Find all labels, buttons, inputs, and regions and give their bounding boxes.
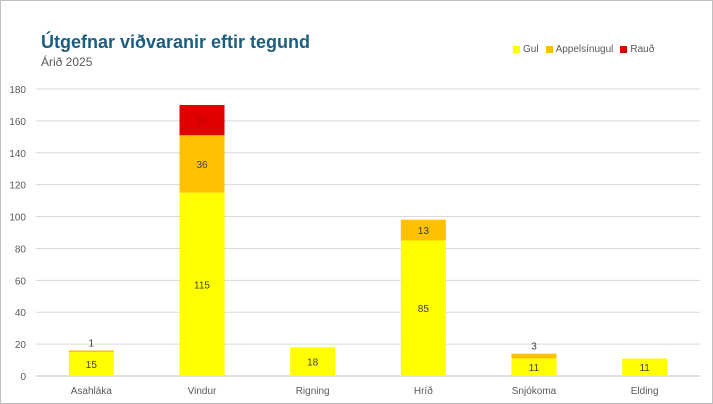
y-tick-label: 180	[9, 85, 26, 96]
bar-rauð	[179, 104, 225, 136]
x-tick-label: Rigning	[296, 386, 330, 397]
data-label: 15	[86, 360, 98, 371]
legend-item: Rauð	[620, 44, 654, 55]
x-tick-label: Vindur	[188, 386, 217, 397]
bar-appelsínugul	[68, 350, 114, 353]
y-tick-label: 160	[9, 117, 26, 128]
y-tick-label: 20	[15, 340, 27, 351]
data-label: 3	[531, 342, 537, 353]
data-label: 1	[89, 338, 95, 349]
data-label: 11	[639, 363, 650, 374]
bar-appelsínugul	[400, 219, 446, 241]
x-tick-label: Asahláka	[71, 386, 113, 397]
legend-item: Appelsínugul	[545, 44, 614, 55]
y-tick-label: 40	[15, 308, 27, 319]
legend-label: Appelsínugul	[555, 44, 614, 55]
y-tick-label: 80	[15, 244, 27, 255]
data-label: 11	[529, 363, 540, 374]
y-tick-label: 120	[9, 181, 26, 192]
chart-subtitle: Árið 2025	[41, 55, 93, 69]
legend-item: Gul	[513, 44, 539, 55]
chart-title: Útgefnar viðvaranir eftir tegund	[41, 32, 311, 52]
data-label: 36	[196, 160, 208, 171]
legend-swatch	[545, 46, 553, 53]
y-tick-label: 0	[20, 372, 26, 383]
legend: Gul Appelsínugul Rauð	[513, 44, 654, 55]
data-label: 85	[418, 304, 430, 315]
data-label: 19	[196, 116, 208, 127]
x-tick-label: Hríð	[414, 385, 433, 397]
bar-gul	[68, 352, 114, 376]
bar-gul	[290, 347, 336, 376]
x-tick-label: Snjókoma	[512, 386, 557, 397]
legend-swatch	[513, 46, 520, 53]
data-label: 13	[418, 226, 430, 237]
bar-appelsínugul	[179, 135, 225, 193]
legend-swatch	[620, 46, 628, 53]
x-tick-label: Elding	[631, 386, 659, 397]
data-label: 18	[307, 358, 319, 369]
bar-appelsínugul	[511, 353, 557, 359]
legend-label: Rauð	[630, 44, 655, 55]
y-tick-label: 100	[9, 213, 26, 224]
bar-gul	[179, 192, 225, 376]
legend-label: Gul	[523, 44, 539, 55]
bar-gul	[622, 358, 668, 376]
data-label: 115	[194, 280, 210, 291]
bar-gul	[511, 358, 557, 376]
bar-gul	[400, 240, 446, 376]
y-tick-label: 60	[15, 276, 27, 287]
y-tick-label: 140	[9, 149, 26, 160]
